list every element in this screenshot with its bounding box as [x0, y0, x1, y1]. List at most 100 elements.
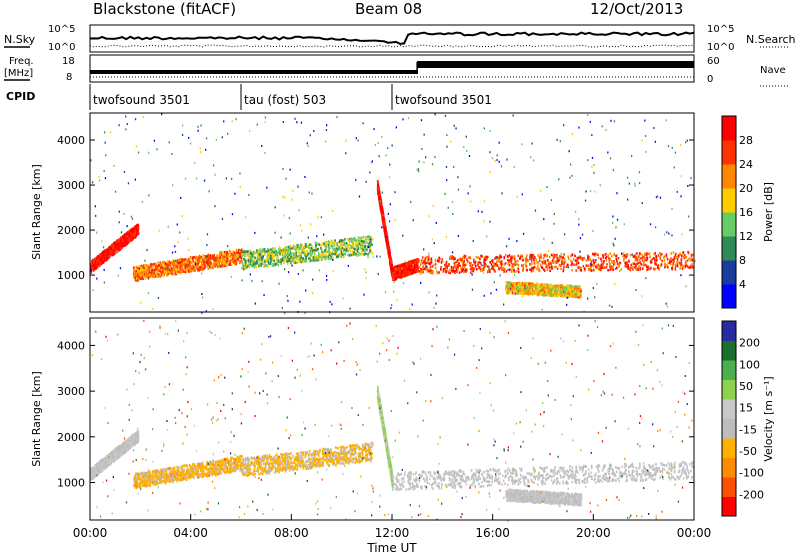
- scatter-cell: [95, 257, 98, 260]
- scatter-cell: [184, 270, 187, 274]
- scatter-cell: [139, 265, 141, 268]
- scatter-cell: [328, 241, 330, 244]
- scatter-cell: [274, 250, 277, 254]
- cpid-segment-label: twofsound 3501: [395, 93, 492, 107]
- scatter-cell: [108, 250, 110, 253]
- scatter-cell: [149, 264, 151, 267]
- noise-left-tick-top: 10^5: [48, 24, 75, 35]
- scatter-cell: [333, 248, 335, 251]
- scatter-cell: [295, 247, 298, 251]
- scatter-cell: [356, 249, 359, 253]
- scatter-cell: [359, 237, 361, 240]
- cpid-segments: twofsound 3501 tau (fost) 503 twofsound 35…: [89, 84, 492, 110]
- scatter-cell: [390, 263, 393, 266]
- scatter-cell: [169, 267, 172, 270]
- scatter-cell: [364, 240, 367, 243]
- scatter-cell: [355, 252, 358, 256]
- scatter-cell: [239, 253, 241, 257]
- scatter-cell: [378, 198, 381, 201]
- scatter-cell: [363, 241, 365, 244]
- scatter-cell: [368, 235, 370, 238]
- scatter-cell: [289, 247, 292, 250]
- scatter-cell: [103, 260, 105, 263]
- scatter-cell: [363, 253, 366, 256]
- scatter-cell: [167, 269, 170, 272]
- scatter-cell: [357, 236, 360, 239]
- scatter-cell: [165, 267, 168, 271]
- scatter-cell: [244, 265, 247, 269]
- scatter-cell: [390, 270, 393, 273]
- scatter-cell: [271, 264, 274, 267]
- scatter-cell: [276, 258, 278, 262]
- scatter-cell: [202, 258, 204, 262]
- scatter-cell: [381, 206, 383, 209]
- scatter-cell: [299, 258, 301, 261]
- scatter-cell: [351, 252, 353, 255]
- scatter-cell: [334, 248, 336, 251]
- scatter-cell: [305, 257, 307, 260]
- beam-title: Beam 08: [355, 0, 422, 18]
- scatter-cell: [125, 238, 128, 242]
- scatter-cell: [129, 239, 131, 242]
- scatter-cell: [320, 244, 323, 247]
- scatter-cell: [348, 243, 351, 247]
- scatter-cell: [142, 268, 144, 272]
- scatter-cell: [369, 250, 371, 253]
- scatter-cell: [390, 262, 392, 265]
- scatter-cell: [563, 265, 565, 268]
- scatter-cell: [546, 268, 549, 272]
- scatter-cell: [382, 216, 384, 219]
- scatter-cell: [111, 244, 114, 248]
- scatter-cell: [152, 275, 154, 279]
- scatter-cell: [268, 256, 271, 259]
- scatter-cell: [238, 248, 240, 252]
- scatter-cell: [92, 267, 94, 270]
- scatter-cell: [310, 247, 313, 250]
- cpid-label: CPID: [6, 90, 35, 103]
- scatter-cell: [90, 265, 93, 269]
- scatter-cell: [182, 270, 184, 273]
- scatter-cell: [190, 261, 193, 265]
- freq-panel-frame: [89, 54, 695, 83]
- scatter-cell: [388, 249, 390, 252]
- nsearch-label: N.Search: [746, 33, 796, 46]
- scatter-cell: [201, 261, 203, 265]
- scatter-cell: [143, 275, 145, 278]
- scatter-cell: [350, 245, 352, 248]
- scatter-cell: [252, 252, 255, 255]
- nave-right-tick-top: 60: [707, 56, 720, 67]
- scatter-cell: [119, 247, 122, 250]
- scatter-cell: [437, 259, 439, 263]
- scatter-cell: [146, 275, 149, 278]
- scatter-cell: [292, 254, 295, 258]
- scatter-cell: [273, 254, 276, 257]
- scatter-cell: [283, 249, 285, 253]
- scatter-cell: [267, 250, 270, 253]
- scatter-cell: [200, 266, 202, 269]
- scatter-cell: [598, 256, 600, 260]
- scatter-cell: [157, 267, 160, 270]
- scatter-cell: [111, 251, 113, 254]
- scatter-cell: [305, 260, 308, 263]
- scatter-cell: [184, 258, 187, 261]
- scatter-cell: [334, 251, 337, 254]
- scatter-cell: [310, 254, 312, 257]
- scatter-cell: [381, 214, 384, 218]
- scatter-cell: [108, 246, 110, 249]
- scatter-cell: [325, 243, 327, 247]
- scatter-cell: [118, 238, 121, 242]
- scatter-cell: [93, 264, 95, 268]
- scatter-cell: [616, 260, 618, 263]
- scatter-cell: [377, 187, 380, 190]
- scatter-cell: [181, 263, 184, 266]
- scatter-cell: [159, 261, 161, 264]
- scatter-cell: [190, 257, 192, 261]
- scatter-cell: [304, 243, 307, 246]
- scatter-cell: [186, 264, 188, 267]
- scatter-cell: [397, 267, 399, 270]
- scatter-cell: [159, 267, 162, 270]
- scatter-cell: [517, 254, 520, 258]
- nsearch-trace: [89, 44, 695, 48]
- scatter-cell: [189, 269, 192, 272]
- scatter-cell: [630, 263, 632, 267]
